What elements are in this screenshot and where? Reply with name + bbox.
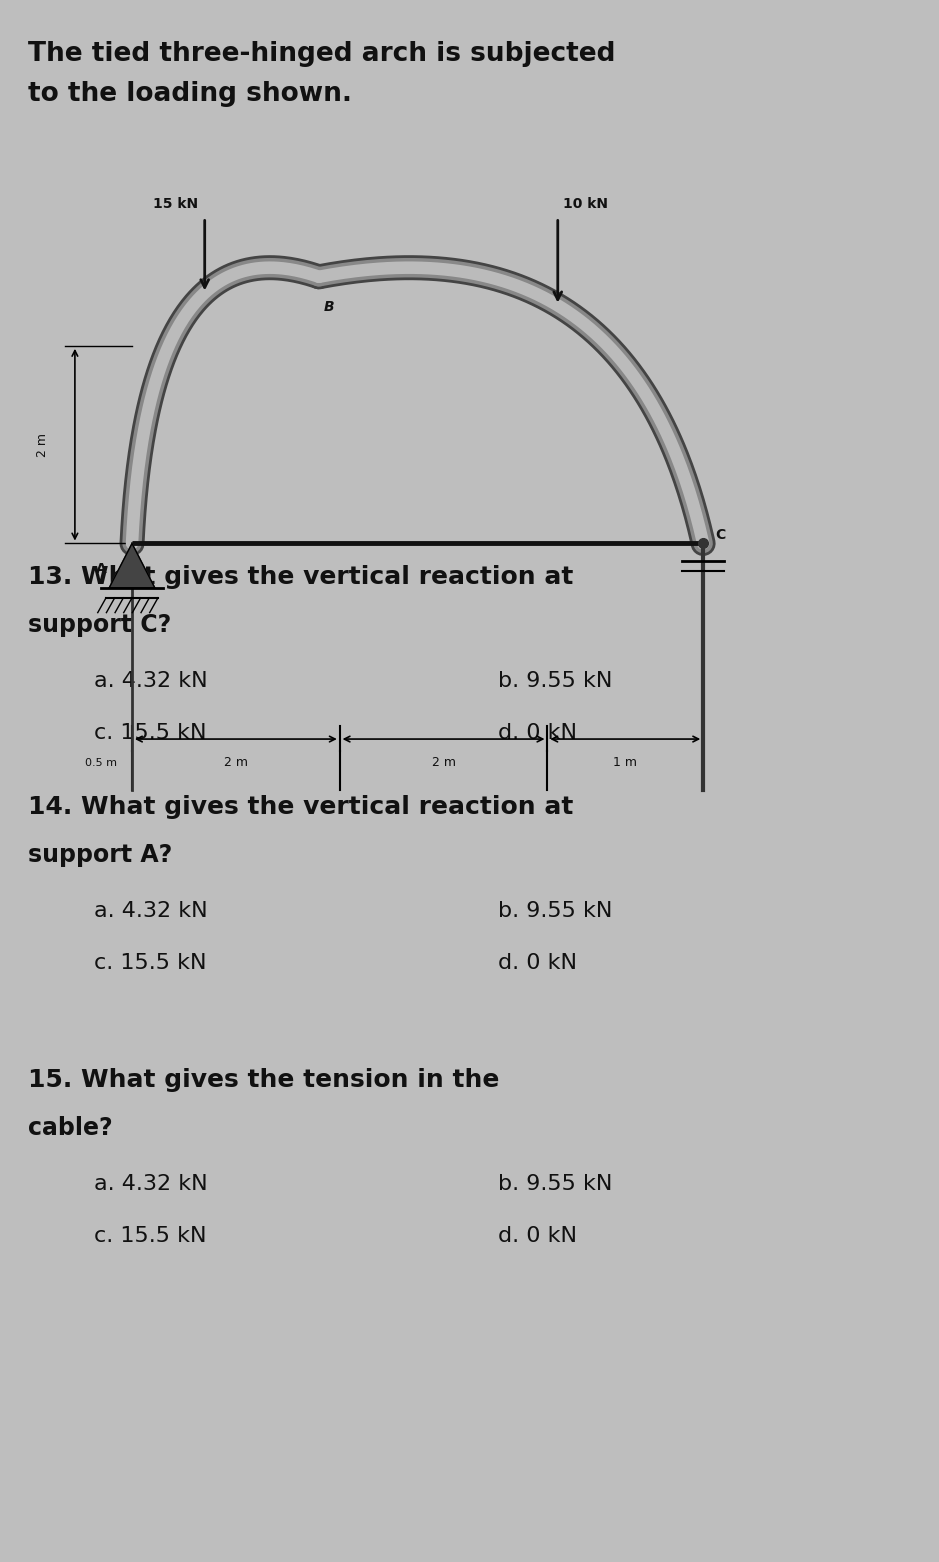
Text: c. 15.5 kN: c. 15.5 kN — [94, 953, 207, 973]
Text: c. 15.5 kN: c. 15.5 kN — [94, 1226, 207, 1246]
Text: d. 0 kN: d. 0 kN — [498, 1226, 577, 1246]
Text: 13. What gives the vertical reaction at: 13. What gives the vertical reaction at — [28, 565, 574, 589]
Text: 14. What gives the vertical reaction at: 14. What gives the vertical reaction at — [28, 795, 574, 818]
Text: 2 m: 2 m — [223, 756, 248, 769]
Text: b. 9.55 kN: b. 9.55 kN — [498, 901, 612, 922]
Text: 1 m: 1 m — [613, 756, 638, 769]
Text: 10 kN: 10 kN — [563, 197, 608, 211]
Text: d. 0 kN: d. 0 kN — [498, 953, 577, 973]
Text: 2 m: 2 m — [36, 433, 49, 456]
Text: c. 15.5 kN: c. 15.5 kN — [94, 723, 207, 744]
Text: C: C — [716, 528, 726, 542]
Text: b. 9.55 kN: b. 9.55 kN — [498, 1175, 612, 1195]
Text: 2 m: 2 m — [432, 756, 455, 769]
Text: a. 4.32 kN: a. 4.32 kN — [94, 1175, 208, 1195]
Text: support A?: support A? — [28, 843, 173, 867]
Text: 0.5 m: 0.5 m — [85, 758, 116, 769]
Text: 15 kN: 15 kN — [153, 197, 198, 211]
Polygon shape — [109, 544, 155, 587]
Text: a. 4.32 kN: a. 4.32 kN — [94, 672, 208, 692]
Text: A: A — [96, 562, 106, 576]
Text: 15. What gives the tension in the: 15. What gives the tension in the — [28, 1068, 500, 1092]
Text: The tied three-hinged arch is subjected: The tied three-hinged arch is subjected — [28, 41, 616, 67]
Text: to the loading shown.: to the loading shown. — [28, 81, 352, 108]
Text: B: B — [324, 300, 334, 314]
Text: support C?: support C? — [28, 614, 172, 637]
Text: b. 9.55 kN: b. 9.55 kN — [498, 672, 612, 692]
Text: cable?: cable? — [28, 1117, 113, 1140]
Text: d. 0 kN: d. 0 kN — [498, 723, 577, 744]
Text: a. 4.32 kN: a. 4.32 kN — [94, 901, 208, 922]
